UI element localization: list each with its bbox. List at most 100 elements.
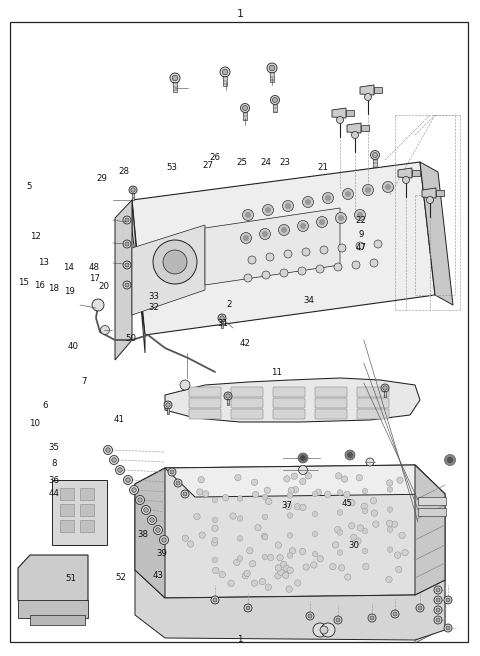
Circle shape — [323, 192, 334, 203]
Polygon shape — [420, 162, 453, 305]
Circle shape — [386, 577, 392, 583]
Circle shape — [166, 403, 170, 407]
Circle shape — [194, 514, 200, 520]
Circle shape — [334, 616, 342, 624]
Circle shape — [260, 228, 271, 239]
FancyBboxPatch shape — [273, 387, 305, 397]
Bar — [167, 408, 169, 413]
Polygon shape — [374, 87, 382, 93]
Circle shape — [345, 450, 355, 460]
Circle shape — [278, 569, 284, 575]
Circle shape — [237, 496, 243, 501]
Circle shape — [240, 232, 252, 243]
Circle shape — [284, 476, 290, 482]
Circle shape — [212, 537, 218, 543]
Circle shape — [104, 445, 112, 455]
Circle shape — [109, 455, 119, 464]
Circle shape — [289, 548, 296, 554]
Circle shape — [362, 548, 368, 554]
Circle shape — [300, 455, 305, 461]
Circle shape — [244, 274, 252, 282]
Circle shape — [125, 218, 129, 222]
Text: 5: 5 — [26, 182, 32, 191]
Polygon shape — [398, 168, 412, 178]
Circle shape — [92, 299, 104, 311]
Circle shape — [271, 96, 279, 104]
Circle shape — [244, 570, 250, 577]
Circle shape — [306, 612, 314, 620]
Circle shape — [129, 186, 137, 194]
Circle shape — [365, 188, 371, 192]
Polygon shape — [165, 378, 420, 422]
Text: 14: 14 — [63, 263, 73, 272]
Polygon shape — [332, 108, 346, 118]
Circle shape — [144, 508, 148, 512]
FancyBboxPatch shape — [315, 398, 347, 408]
Circle shape — [355, 538, 361, 544]
Text: 42: 42 — [240, 339, 250, 348]
Polygon shape — [18, 555, 88, 615]
Text: 30: 30 — [349, 541, 360, 550]
Circle shape — [345, 574, 351, 581]
Circle shape — [226, 394, 230, 398]
Circle shape — [212, 497, 218, 502]
Circle shape — [346, 192, 350, 197]
Bar — [221, 321, 223, 327]
Polygon shape — [415, 580, 445, 603]
Circle shape — [311, 562, 317, 568]
Circle shape — [336, 618, 340, 622]
Polygon shape — [205, 208, 340, 285]
Circle shape — [162, 538, 166, 543]
Text: 40: 40 — [68, 342, 79, 351]
Circle shape — [224, 392, 232, 400]
Text: 24: 24 — [261, 158, 271, 167]
Polygon shape — [412, 170, 420, 176]
Circle shape — [211, 596, 219, 604]
Circle shape — [341, 476, 348, 482]
Circle shape — [300, 478, 306, 485]
Circle shape — [181, 490, 189, 498]
Circle shape — [305, 199, 311, 205]
Polygon shape — [165, 465, 445, 497]
Circle shape — [312, 551, 318, 557]
Circle shape — [344, 491, 350, 498]
Circle shape — [348, 523, 355, 529]
Circle shape — [287, 553, 293, 558]
Circle shape — [269, 65, 275, 71]
Circle shape — [277, 554, 283, 561]
Text: 41: 41 — [114, 415, 124, 424]
Text: 45: 45 — [342, 499, 353, 508]
Polygon shape — [415, 610, 445, 633]
Circle shape — [262, 494, 268, 500]
Circle shape — [325, 195, 331, 201]
Polygon shape — [347, 123, 361, 133]
Circle shape — [374, 240, 382, 248]
Circle shape — [275, 573, 281, 579]
Circle shape — [142, 506, 151, 514]
Circle shape — [370, 259, 378, 267]
Circle shape — [255, 525, 261, 531]
Circle shape — [211, 540, 218, 546]
Circle shape — [164, 401, 172, 409]
Circle shape — [434, 606, 442, 614]
Circle shape — [397, 477, 403, 483]
Circle shape — [391, 521, 398, 527]
Circle shape — [385, 184, 391, 190]
Polygon shape — [135, 570, 445, 640]
Circle shape — [125, 263, 129, 267]
Circle shape — [267, 63, 277, 73]
Circle shape — [302, 197, 313, 207]
Circle shape — [391, 610, 399, 618]
Circle shape — [320, 626, 328, 634]
Circle shape — [436, 598, 440, 602]
Text: 39: 39 — [157, 548, 168, 558]
Circle shape — [368, 614, 376, 622]
Circle shape — [248, 256, 256, 264]
Circle shape — [265, 499, 272, 504]
Circle shape — [361, 503, 367, 510]
Polygon shape — [132, 200, 145, 353]
Polygon shape — [135, 468, 165, 598]
Text: 33: 33 — [148, 292, 159, 301]
Circle shape — [351, 534, 357, 541]
Circle shape — [174, 479, 182, 487]
